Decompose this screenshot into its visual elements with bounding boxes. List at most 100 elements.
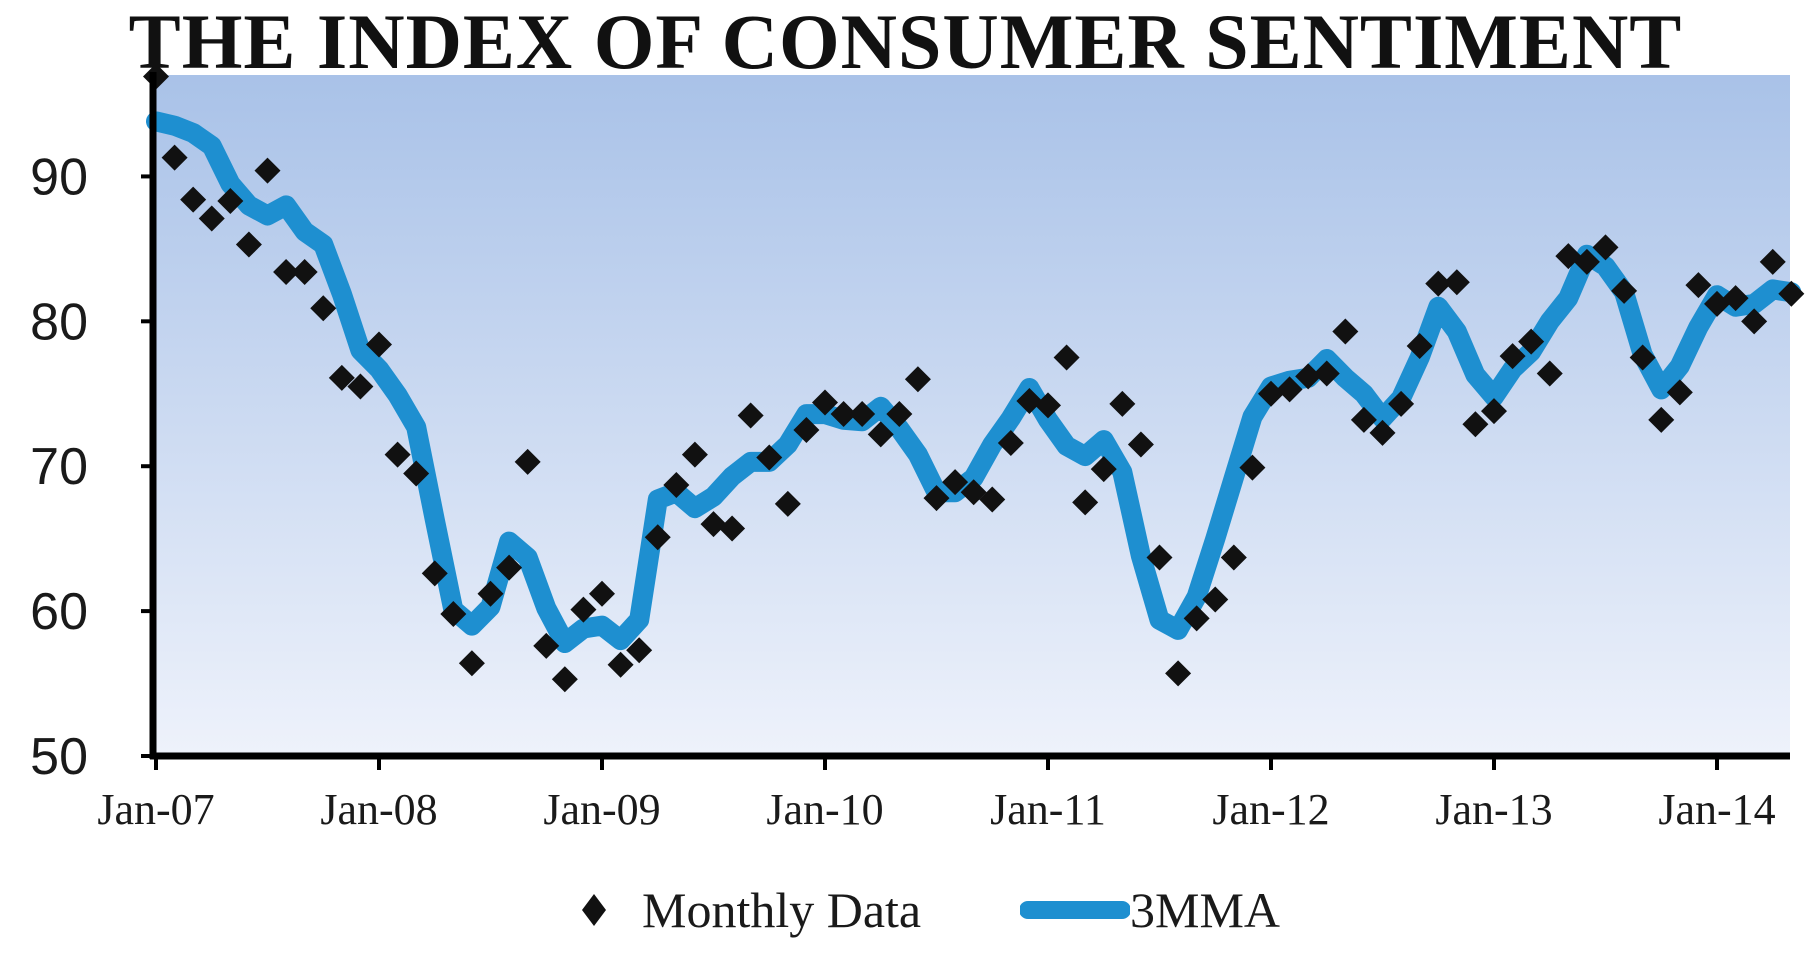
legend-item-3mma: 3MMA [1020, 880, 1280, 940]
data-point [1332, 318, 1359, 345]
data-point [180, 186, 207, 213]
data-point [570, 596, 597, 623]
legend-label-monthly-data: Monthly Data [642, 882, 922, 938]
data-point [1759, 248, 1786, 275]
data-point [1648, 406, 1675, 433]
data-point [310, 295, 337, 322]
data-point [328, 364, 355, 391]
data-point [1536, 360, 1563, 387]
data-point [1127, 431, 1154, 458]
x-axis-ticks: Jan-07 Jan-08 Jan-09 Jan-10 Jan-11 Jan-12 Jan-… [97, 756, 1776, 834]
series-3mma [146, 111, 1802, 653]
data-point [1165, 660, 1192, 687]
data-point [663, 472, 690, 499]
data-point [1481, 398, 1507, 425]
data-point [1741, 308, 1768, 335]
data-point [830, 401, 857, 428]
data-point [904, 366, 931, 393]
x-tick-label: Jan-09 [543, 785, 660, 834]
x-tick-label: Jan-11 [990, 785, 1106, 834]
legend-item-monthly-data: Monthly Data [572, 880, 921, 940]
data-point [737, 402, 764, 429]
data-point [644, 524, 671, 551]
data-point [1072, 489, 1099, 516]
data-point [756, 444, 783, 471]
data-point [291, 259, 318, 286]
data-point [1499, 343, 1526, 370]
data-point [1722, 285, 1749, 312]
data-point [867, 421, 894, 448]
y-tick-label: 90 [30, 148, 88, 206]
data-point [1016, 388, 1043, 415]
data-point [1090, 456, 1117, 483]
data-point [1388, 390, 1415, 417]
data-point [997, 430, 1024, 457]
data-point [384, 441, 411, 468]
data-point [477, 580, 504, 607]
data-point [719, 515, 746, 542]
data-point [1053, 344, 1080, 371]
data-point [1183, 605, 1210, 632]
series-monthly-data [143, 63, 1805, 693]
data-point [774, 490, 801, 517]
data-point [458, 650, 485, 677]
data-point [979, 486, 1006, 513]
plot-area [153, 75, 1790, 756]
data-point [1462, 411, 1489, 438]
data-point [1146, 544, 1173, 571]
data-point [1035, 392, 1061, 419]
data-point [1295, 363, 1322, 390]
data-point [161, 144, 188, 171]
data-point [1592, 234, 1619, 261]
legend-label-3mma: 3MMA [1130, 882, 1281, 938]
data-point [1425, 270, 1452, 297]
data-point [198, 205, 225, 232]
data-point [254, 157, 281, 184]
y-axis-ticks: 50 60 70 80 90 [30, 148, 153, 786]
data-point [1276, 376, 1303, 403]
data-point [1518, 328, 1545, 355]
data-point [886, 401, 913, 428]
x-tick-label: Jan-10 [766, 785, 883, 834]
x-tick-label: Jan-12 [1212, 785, 1329, 834]
data-point [496, 554, 523, 581]
data-point [812, 389, 838, 416]
data-point [1573, 248, 1600, 275]
data-point [1406, 332, 1433, 359]
data-point [235, 231, 262, 258]
data-point [347, 373, 374, 400]
data-point [514, 448, 541, 475]
data-point [1350, 406, 1377, 433]
data-point [421, 560, 448, 587]
legend: Monthly Data 3MMA [0, 880, 1811, 960]
data-point [1239, 454, 1266, 481]
data-point [273, 259, 300, 286]
series-line-3mma [146, 111, 1802, 653]
data-point [700, 511, 727, 538]
data-point [533, 632, 560, 659]
line-swatch-icon [1020, 901, 1130, 919]
data-point [440, 601, 467, 628]
y-tick-label: 60 [30, 583, 88, 641]
data-point [1369, 419, 1396, 446]
x-tick-label: Jan-07 [97, 785, 214, 834]
data-point [1666, 379, 1693, 406]
data-point [681, 441, 708, 468]
x-tick-label: Jan-14 [1658, 785, 1775, 834]
data-point [1258, 380, 1284, 407]
data-point [1202, 586, 1229, 613]
data-point [1109, 390, 1136, 417]
data-point [1220, 544, 1247, 571]
data-point [849, 401, 876, 428]
data-point [942, 469, 969, 496]
data-point [551, 666, 578, 693]
data-point [366, 331, 392, 358]
diamond-marker-icon [582, 894, 606, 926]
data-point [1443, 269, 1470, 296]
y-tick-label: 50 [30, 728, 88, 786]
data-point [793, 416, 820, 443]
y-tick-label: 70 [30, 438, 88, 496]
data-point [607, 651, 634, 678]
data-point [1313, 360, 1340, 387]
